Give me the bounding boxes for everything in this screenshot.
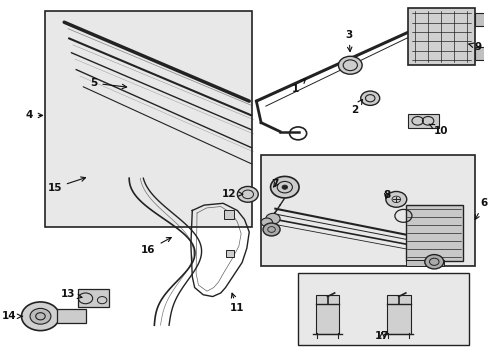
- Circle shape: [270, 176, 299, 198]
- Text: 13: 13: [61, 289, 82, 299]
- Bar: [405, 205, 462, 261]
- Circle shape: [424, 255, 443, 269]
- Bar: [224, 211, 233, 220]
- Text: 5: 5: [90, 78, 126, 89]
- Bar: [261, 155, 474, 266]
- Bar: [407, 8, 474, 65]
- Text: 17: 17: [374, 331, 388, 341]
- Text: 2: 2: [350, 99, 362, 115]
- Bar: [78, 289, 109, 307]
- Text: 15: 15: [47, 177, 85, 193]
- Text: 1: 1: [291, 79, 305, 94]
- Text: 14: 14: [2, 311, 22, 321]
- Bar: [474, 47, 486, 60]
- Text: 10: 10: [428, 124, 448, 135]
- Bar: [45, 12, 251, 226]
- Bar: [225, 250, 234, 257]
- Text: 8: 8: [382, 190, 389, 200]
- Circle shape: [338, 56, 362, 74]
- Bar: [57, 309, 85, 323]
- Text: 6: 6: [474, 198, 487, 220]
- Bar: [298, 273, 468, 345]
- Bar: [474, 13, 486, 26]
- Bar: [315, 295, 339, 334]
- Circle shape: [360, 91, 379, 105]
- Circle shape: [282, 185, 287, 189]
- Bar: [386, 295, 410, 334]
- Circle shape: [265, 213, 280, 224]
- Text: 7: 7: [271, 179, 279, 189]
- Circle shape: [21, 302, 60, 330]
- Text: 3: 3: [345, 30, 352, 51]
- Text: 12: 12: [222, 189, 243, 199]
- Bar: [407, 114, 438, 128]
- Text: 16: 16: [141, 238, 171, 255]
- Circle shape: [237, 186, 258, 202]
- Text: 11: 11: [229, 293, 244, 314]
- Text: 4: 4: [26, 111, 42, 121]
- Circle shape: [261, 218, 272, 226]
- Text: 9: 9: [468, 42, 481, 51]
- Circle shape: [385, 192, 406, 207]
- Circle shape: [30, 309, 51, 324]
- Bar: [405, 260, 443, 266]
- Circle shape: [263, 223, 280, 236]
